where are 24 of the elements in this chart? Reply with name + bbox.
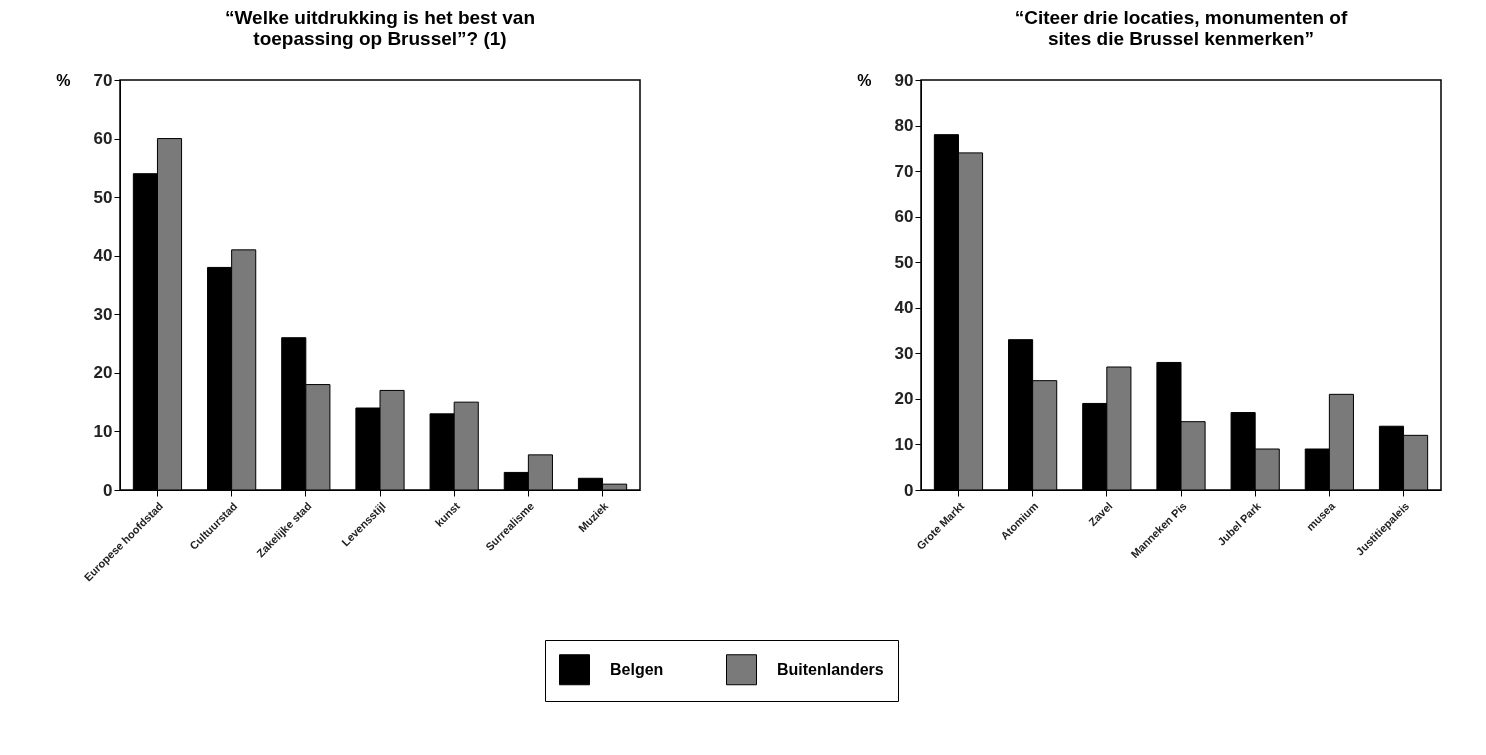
y-tick-label: 0 [103,480,113,500]
y-tick-label: 20 [93,363,113,383]
y-tick-label: 60 [894,207,914,227]
y-tick-label: 70 [93,70,113,90]
y-tick-label: 80 [894,116,914,136]
y-tick-label: 50 [93,187,113,207]
y-tick-label: 10 [93,421,113,441]
y-tick-label: 20 [894,389,914,409]
y-tick-label: 40 [93,246,113,266]
y-tick-label: 70 [894,161,914,181]
y-tick-label: 50 [894,252,914,272]
y-tick-label: 30 [894,343,914,363]
y-tick-label: 40 [894,298,914,318]
legend-label: Belgen [610,660,664,678]
chart-title: “Welke uitdrukking is het best van toepassing op Brussel”? (1) [224,7,536,49]
y-tick-label: 0 [904,480,914,500]
chart-title: “Citeer drie locaties, monumenten of sites die Brussel kenmerken” [1014,7,1348,49]
y-tick-label: 10 [894,434,914,454]
y-tick-label: 90 [894,70,914,90]
y-tick-label: 30 [93,304,113,324]
y-tick-label: 60 [93,129,113,149]
y-axis-title: % [857,71,872,89]
y-axis-title: % [56,71,71,89]
legend-label: Buitenlanders [777,660,884,678]
